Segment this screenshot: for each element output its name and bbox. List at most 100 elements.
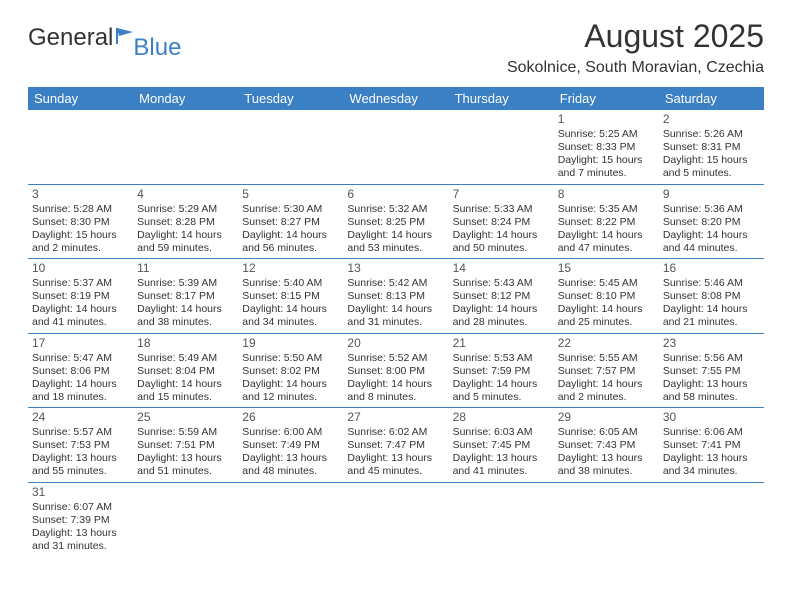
sunset-text: Sunset: 7:45 PM [453,439,550,452]
sunset-text: Sunset: 8:15 PM [242,290,339,303]
calendar-cell: 13Sunrise: 5:42 AMSunset: 8:13 PMDayligh… [343,259,448,333]
header: General Blue August 2025 Sokolnice, Sout… [28,18,764,77]
calendar-cell-empty [554,483,659,557]
day-number: 20 [347,336,444,351]
sunrise-text: Sunrise: 5:39 AM [137,277,234,290]
daylight-text: Daylight: 14 hours and 28 minutes. [453,303,550,329]
calendar-cell: 9Sunrise: 5:36 AMSunset: 8:20 PMDaylight… [659,185,764,259]
calendar-cell: 26Sunrise: 6:00 AMSunset: 7:49 PMDayligh… [238,408,343,482]
sunset-text: Sunset: 8:00 PM [347,365,444,378]
calendar-cell: 8Sunrise: 5:35 AMSunset: 8:22 PMDaylight… [554,185,659,259]
calendar-cell: 24Sunrise: 5:57 AMSunset: 7:53 PMDayligh… [28,408,133,482]
calendar-cell: 21Sunrise: 5:53 AMSunset: 7:59 PMDayligh… [449,334,554,408]
day-number: 21 [453,336,550,351]
sunrise-text: Sunrise: 5:30 AM [242,203,339,216]
calendar-cell-empty [343,110,448,184]
sunrise-text: Sunrise: 6:06 AM [663,426,760,439]
sunset-text: Sunset: 7:47 PM [347,439,444,452]
day-number: 26 [242,410,339,425]
week-row: 3Sunrise: 5:28 AMSunset: 8:30 PMDaylight… [28,185,764,260]
sunset-text: Sunset: 8:10 PM [558,290,655,303]
daylight-text: Daylight: 14 hours and 41 minutes. [32,303,129,329]
day-number: 15 [558,261,655,276]
calendar-cell: 5Sunrise: 5:30 AMSunset: 8:27 PMDaylight… [238,185,343,259]
daylight-text: Daylight: 13 hours and 45 minutes. [347,452,444,478]
sunset-text: Sunset: 8:08 PM [663,290,760,303]
week-row: 31Sunrise: 6:07 AMSunset: 7:39 PMDayligh… [28,483,764,557]
daylight-text: Daylight: 14 hours and 5 minutes. [453,378,550,404]
calendar-cell: 15Sunrise: 5:45 AMSunset: 8:10 PMDayligh… [554,259,659,333]
sunset-text: Sunset: 7:57 PM [558,365,655,378]
sunset-text: Sunset: 8:25 PM [347,216,444,229]
sunrise-text: Sunrise: 5:42 AM [347,277,444,290]
dow-header: Wednesday [343,87,448,110]
calendar-cell: 4Sunrise: 5:29 AMSunset: 8:28 PMDaylight… [133,185,238,259]
logo: General Blue [28,24,181,52]
day-number: 19 [242,336,339,351]
sunrise-text: Sunrise: 5:33 AM [453,203,550,216]
day-number: 18 [137,336,234,351]
day-number: 25 [137,410,234,425]
sunrise-text: Sunrise: 5:53 AM [453,352,550,365]
sunrise-text: Sunrise: 6:07 AM [32,501,129,514]
day-number: 9 [663,187,760,202]
day-number: 10 [32,261,129,276]
daylight-text: Daylight: 14 hours and 34 minutes. [242,303,339,329]
calendar-cell: 12Sunrise: 5:40 AMSunset: 8:15 PMDayligh… [238,259,343,333]
daylight-text: Daylight: 14 hours and 44 minutes. [663,229,760,255]
calendar-cell: 22Sunrise: 5:55 AMSunset: 7:57 PMDayligh… [554,334,659,408]
dow-header: Sunday [28,87,133,110]
calendar-cell: 6Sunrise: 5:32 AMSunset: 8:25 PMDaylight… [343,185,448,259]
sunset-text: Sunset: 8:13 PM [347,290,444,303]
daylight-text: Daylight: 14 hours and 59 minutes. [137,229,234,255]
sunset-text: Sunset: 7:39 PM [32,514,129,527]
day-number: 29 [558,410,655,425]
sunset-text: Sunset: 8:30 PM [32,216,129,229]
daylight-text: Daylight: 14 hours and 47 minutes. [558,229,655,255]
dow-header: Saturday [659,87,764,110]
sunset-text: Sunset: 8:31 PM [663,141,760,154]
logo-text-1: General [28,24,113,52]
calendar-cell-empty [238,483,343,557]
calendar-cell: 20Sunrise: 5:52 AMSunset: 8:00 PMDayligh… [343,334,448,408]
sunrise-text: Sunrise: 5:43 AM [453,277,550,290]
calendar-cell: 14Sunrise: 5:43 AMSunset: 8:12 PMDayligh… [449,259,554,333]
day-number: 12 [242,261,339,276]
sunset-text: Sunset: 7:55 PM [663,365,760,378]
dow-header: Thursday [449,87,554,110]
daylight-text: Daylight: 15 hours and 2 minutes. [32,229,129,255]
dow-header: Monday [133,87,238,110]
sunset-text: Sunset: 8:28 PM [137,216,234,229]
sunrise-text: Sunrise: 5:36 AM [663,203,760,216]
daylight-text: Daylight: 15 hours and 5 minutes. [663,154,760,180]
day-number: 17 [32,336,129,351]
page-subtitle: Sokolnice, South Moravian, Czechia [507,59,764,77]
sunset-text: Sunset: 7:53 PM [32,439,129,452]
day-number: 11 [137,261,234,276]
daylight-text: Daylight: 14 hours and 53 minutes. [347,229,444,255]
dow-header-row: SundayMondayTuesdayWednesdayThursdayFrid… [28,87,764,110]
sunrise-text: Sunrise: 5:45 AM [558,277,655,290]
calendar-cell: 28Sunrise: 6:03 AMSunset: 7:45 PMDayligh… [449,408,554,482]
daylight-text: Daylight: 14 hours and 18 minutes. [32,378,129,404]
calendar-cell-empty [449,110,554,184]
calendar-cell: 29Sunrise: 6:05 AMSunset: 7:43 PMDayligh… [554,408,659,482]
daylight-text: Daylight: 13 hours and 55 minutes. [32,452,129,478]
dow-header: Tuesday [238,87,343,110]
calendar-cell-empty [133,110,238,184]
day-number: 31 [32,485,129,500]
calendar-cell: 25Sunrise: 5:59 AMSunset: 7:51 PMDayligh… [133,408,238,482]
daylight-text: Daylight: 14 hours and 31 minutes. [347,303,444,329]
daylight-text: Daylight: 15 hours and 7 minutes. [558,154,655,180]
day-number: 2 [663,112,760,127]
calendar-cell: 7Sunrise: 5:33 AMSunset: 8:24 PMDaylight… [449,185,554,259]
calendar-cell-empty [133,483,238,557]
calendar-cell-empty [343,483,448,557]
day-number: 8 [558,187,655,202]
sunrise-text: Sunrise: 6:03 AM [453,426,550,439]
sunset-text: Sunset: 7:51 PM [137,439,234,452]
day-number: 1 [558,112,655,127]
sunrise-text: Sunrise: 6:00 AM [242,426,339,439]
daylight-text: Daylight: 13 hours and 48 minutes. [242,452,339,478]
daylight-text: Daylight: 14 hours and 38 minutes. [137,303,234,329]
